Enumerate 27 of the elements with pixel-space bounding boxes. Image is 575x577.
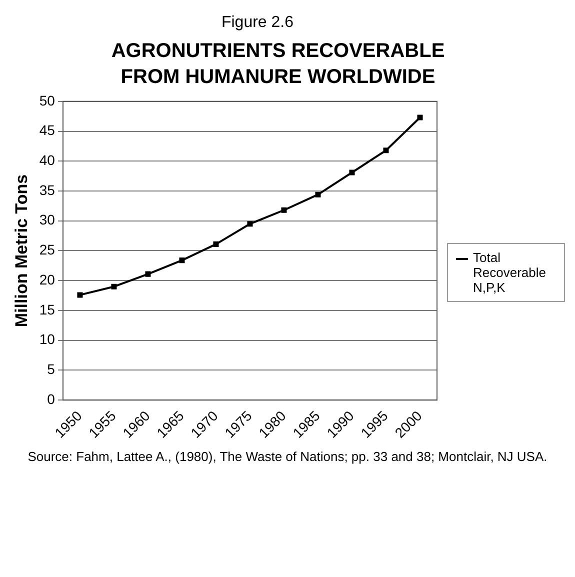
point: [383, 148, 389, 154]
y-tick-label: 0: [47, 390, 56, 407]
source-note: Source: Fahm, Lattee A., (1980), The Waste of Nations; pp. 33 and 38; Montclair, NJ USA.: [26, 449, 548, 464]
chart-title: AGRONUTRIENTS RECOVERABLE FROM HUMANURE WORLDWIDE: [110, 39, 446, 90]
y-tick-label: 25: [39, 242, 56, 258]
point: [77, 292, 83, 298]
point: [315, 192, 321, 198]
caption: Figure 2.6: [220, 14, 295, 32]
y-axis-title: Million Metric Tons: [12, 174, 31, 328]
point: [145, 271, 151, 277]
point: [179, 258, 185, 264]
y-tick-label: 45: [39, 122, 56, 138]
y-tick-label: 30: [39, 212, 56, 228]
point: [111, 284, 117, 290]
y-tick-label: 5: [47, 361, 56, 378]
point: [417, 114, 423, 120]
legend-label: Total Recoverable N,P,K: [473, 250, 547, 295]
y-tick-label: 20: [39, 271, 56, 288]
y-tick-label: 50: [39, 92, 56, 108]
y-tick-label: 15: [39, 301, 56, 318]
point: [281, 207, 287, 213]
point: [349, 170, 355, 176]
y-tick-label: 35: [39, 182, 56, 198]
point: [247, 221, 253, 227]
y-tick-label: 40: [39, 152, 56, 168]
point: [213, 241, 219, 247]
y-tick-label: 10: [39, 331, 56, 348]
